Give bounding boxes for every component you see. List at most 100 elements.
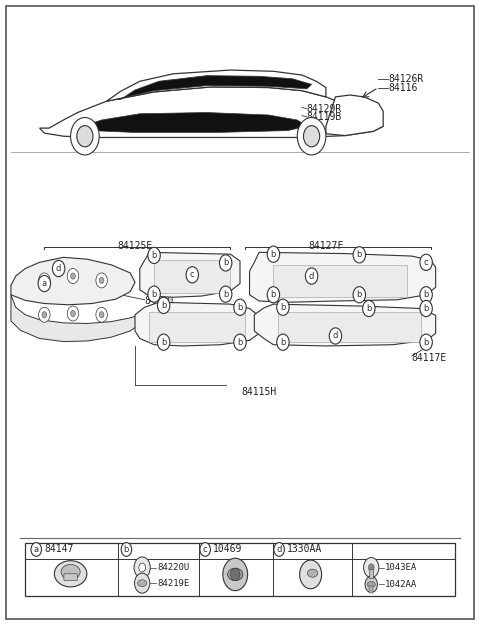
FancyBboxPatch shape (64, 574, 77, 581)
Text: 84119B: 84119B (307, 112, 342, 122)
Text: a: a (34, 545, 39, 554)
Circle shape (31, 542, 41, 556)
Text: 84116: 84116 (388, 83, 417, 93)
Circle shape (420, 300, 432, 317)
Circle shape (67, 268, 79, 283)
Circle shape (305, 268, 318, 284)
Circle shape (38, 275, 50, 292)
Circle shape (234, 299, 246, 315)
Polygon shape (11, 257, 135, 305)
Circle shape (277, 334, 289, 350)
Circle shape (420, 334, 432, 350)
Text: a: a (42, 279, 47, 288)
Circle shape (71, 117, 99, 155)
Text: b: b (271, 250, 276, 259)
Text: b: b (357, 290, 362, 299)
Circle shape (300, 560, 322, 589)
Circle shape (71, 273, 75, 279)
Text: 1043EA: 1043EA (384, 563, 417, 572)
FancyBboxPatch shape (369, 569, 373, 578)
Text: 1042AA: 1042AA (384, 580, 417, 589)
FancyBboxPatch shape (25, 542, 455, 596)
FancyBboxPatch shape (154, 260, 230, 293)
Text: b: b (237, 338, 243, 347)
Text: 84125E: 84125E (118, 241, 153, 251)
Text: b: b (280, 338, 286, 347)
Circle shape (38, 307, 50, 322)
Text: b: b (423, 304, 429, 313)
Text: c: c (190, 270, 194, 279)
Ellipse shape (138, 580, 147, 587)
Circle shape (219, 255, 232, 271)
Circle shape (364, 557, 379, 577)
Ellipse shape (367, 581, 375, 587)
Text: 84129R: 84129R (307, 103, 342, 113)
Circle shape (42, 277, 47, 283)
Circle shape (223, 558, 248, 591)
Circle shape (368, 564, 374, 571)
Text: b: b (151, 251, 157, 260)
Circle shape (365, 576, 377, 593)
Text: 84126R: 84126R (388, 75, 423, 85)
Circle shape (121, 542, 132, 556)
Circle shape (230, 568, 240, 581)
Polygon shape (107, 70, 326, 102)
Circle shape (139, 563, 145, 572)
Circle shape (99, 312, 104, 318)
Circle shape (148, 247, 160, 263)
Circle shape (329, 328, 342, 344)
FancyBboxPatch shape (149, 312, 245, 342)
Circle shape (96, 307, 108, 322)
Circle shape (71, 310, 75, 317)
Circle shape (148, 286, 160, 302)
Circle shape (38, 273, 50, 288)
Text: b: b (423, 290, 429, 299)
Circle shape (420, 287, 432, 303)
Polygon shape (39, 87, 383, 137)
Polygon shape (250, 252, 436, 302)
Circle shape (420, 254, 432, 270)
Circle shape (52, 260, 65, 277)
Polygon shape (83, 112, 307, 132)
Circle shape (303, 125, 320, 147)
Ellipse shape (307, 569, 318, 577)
Polygon shape (140, 252, 240, 297)
Polygon shape (254, 304, 436, 346)
Circle shape (200, 542, 210, 556)
Circle shape (134, 573, 150, 593)
Text: 84120: 84120 (144, 296, 174, 306)
FancyBboxPatch shape (369, 586, 373, 593)
Text: 84219E: 84219E (157, 579, 189, 587)
Circle shape (219, 286, 232, 302)
Text: 10469: 10469 (213, 544, 243, 554)
Circle shape (67, 306, 79, 321)
Text: c: c (424, 258, 429, 267)
Text: b: b (161, 301, 167, 310)
Circle shape (157, 334, 170, 350)
Text: c: c (203, 545, 207, 554)
Polygon shape (116, 76, 312, 100)
Circle shape (353, 287, 365, 303)
Text: b: b (357, 250, 362, 260)
Circle shape (99, 277, 104, 283)
Circle shape (353, 246, 365, 263)
Text: d: d (309, 271, 314, 280)
Text: b: b (237, 303, 243, 312)
Circle shape (234, 334, 246, 350)
Circle shape (42, 312, 47, 318)
Text: 84147: 84147 (44, 544, 74, 554)
Text: b: b (223, 258, 228, 268)
Polygon shape (135, 302, 259, 346)
Polygon shape (326, 95, 383, 135)
Text: 84220U: 84220U (157, 563, 189, 572)
Ellipse shape (54, 561, 87, 587)
Circle shape (77, 125, 93, 147)
Text: b: b (280, 303, 286, 312)
Circle shape (96, 273, 108, 288)
Text: b: b (223, 290, 228, 298)
Circle shape (157, 297, 170, 314)
Text: b: b (161, 338, 167, 347)
Text: b: b (366, 304, 372, 313)
Text: d: d (276, 545, 282, 554)
Circle shape (267, 287, 280, 303)
